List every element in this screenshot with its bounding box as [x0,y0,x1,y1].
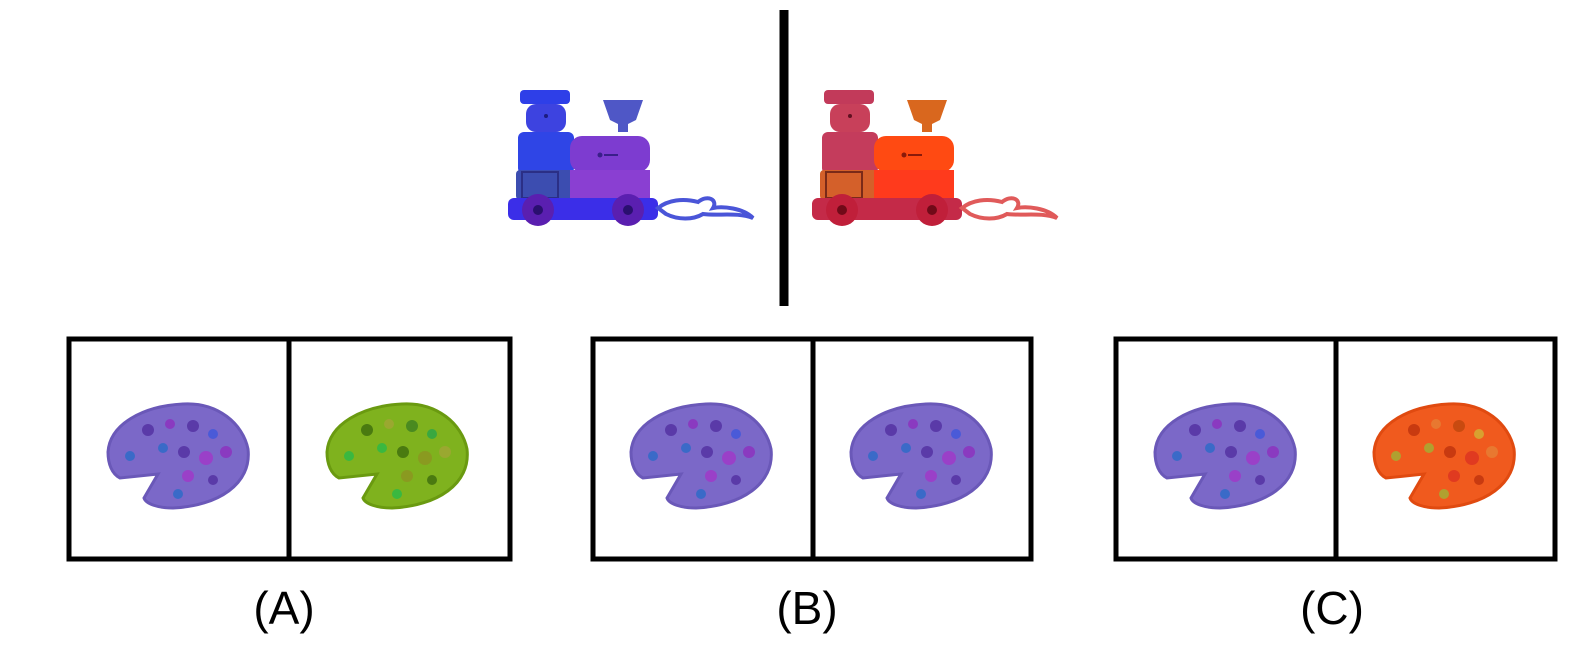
option-c-label: (C) [1300,582,1364,634]
option-a[interactable]: (A) [66,336,513,634]
toy-train-icon [810,88,1059,228]
option-b[interactable]: (B) [590,336,1034,634]
option-a-label: (A) [253,582,314,634]
option-b-label: (B) [776,582,837,634]
toy-train-icon [506,88,755,228]
option-c[interactable]: (C) [1113,336,1558,634]
example-pair [506,10,1059,306]
